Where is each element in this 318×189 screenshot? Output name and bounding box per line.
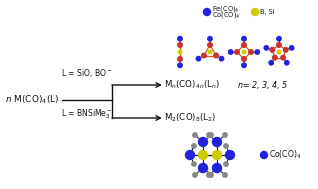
Circle shape — [281, 55, 286, 60]
Circle shape — [214, 53, 218, 58]
Circle shape — [212, 150, 222, 160]
Circle shape — [198, 163, 208, 173]
Circle shape — [223, 133, 227, 137]
Circle shape — [264, 46, 268, 50]
Circle shape — [193, 133, 197, 137]
Circle shape — [277, 43, 281, 47]
Circle shape — [229, 50, 233, 54]
Circle shape — [202, 53, 206, 58]
Text: Co(CO)$_4$: Co(CO)$_4$ — [212, 10, 240, 20]
Circle shape — [242, 50, 246, 54]
Circle shape — [198, 150, 208, 160]
Circle shape — [249, 50, 253, 54]
Circle shape — [178, 57, 182, 61]
Circle shape — [242, 63, 246, 67]
Text: L = SiO, BO$^-$: L = SiO, BO$^-$ — [61, 67, 113, 79]
Circle shape — [209, 173, 213, 177]
Circle shape — [273, 55, 277, 60]
Circle shape — [208, 43, 212, 47]
Circle shape — [207, 133, 211, 137]
Circle shape — [198, 138, 208, 146]
Text: M$_2$(CO)$_8$(L$_2$): M$_2$(CO)$_8$(L$_2$) — [164, 112, 216, 124]
Circle shape — [208, 36, 212, 41]
Text: M$_n$(CO)$_{4n}$(L$_n$): M$_n$(CO)$_{4n}$(L$_n$) — [164, 79, 220, 91]
Circle shape — [224, 162, 228, 166]
Text: $n$= 2, 3, 4, 5: $n$= 2, 3, 4, 5 — [237, 79, 288, 91]
Circle shape — [192, 162, 196, 166]
Circle shape — [289, 46, 294, 50]
Circle shape — [224, 144, 228, 148]
Circle shape — [212, 138, 222, 146]
Circle shape — [270, 48, 275, 52]
Circle shape — [208, 50, 212, 54]
Circle shape — [277, 36, 281, 41]
Circle shape — [207, 173, 211, 177]
Text: L = BNSiMe$_3^-$: L = BNSiMe$_3^-$ — [61, 108, 113, 121]
Circle shape — [219, 57, 224, 61]
Text: B, Si: B, Si — [260, 9, 275, 15]
Circle shape — [255, 50, 259, 54]
Circle shape — [196, 57, 201, 61]
Circle shape — [235, 50, 239, 54]
Circle shape — [178, 63, 182, 67]
Text: Fe(CO)$_4$: Fe(CO)$_4$ — [212, 4, 240, 14]
Circle shape — [242, 57, 246, 61]
Circle shape — [178, 36, 182, 41]
Circle shape — [178, 50, 182, 54]
Circle shape — [285, 60, 289, 65]
Circle shape — [225, 150, 234, 160]
Circle shape — [269, 60, 273, 65]
Circle shape — [223, 173, 227, 177]
Circle shape — [178, 43, 182, 47]
Circle shape — [185, 150, 195, 160]
Circle shape — [209, 133, 213, 137]
Circle shape — [212, 163, 222, 173]
Circle shape — [277, 50, 281, 54]
Text: Co(CO)$_4$: Co(CO)$_4$ — [269, 149, 301, 161]
Circle shape — [252, 9, 259, 15]
Circle shape — [204, 9, 211, 15]
Circle shape — [260, 152, 267, 159]
Text: $n$ M(CO)$_4$(L): $n$ M(CO)$_4$(L) — [5, 94, 59, 106]
Circle shape — [242, 43, 246, 47]
Circle shape — [193, 173, 197, 177]
Circle shape — [192, 144, 196, 148]
Circle shape — [242, 36, 246, 41]
Circle shape — [283, 48, 288, 52]
